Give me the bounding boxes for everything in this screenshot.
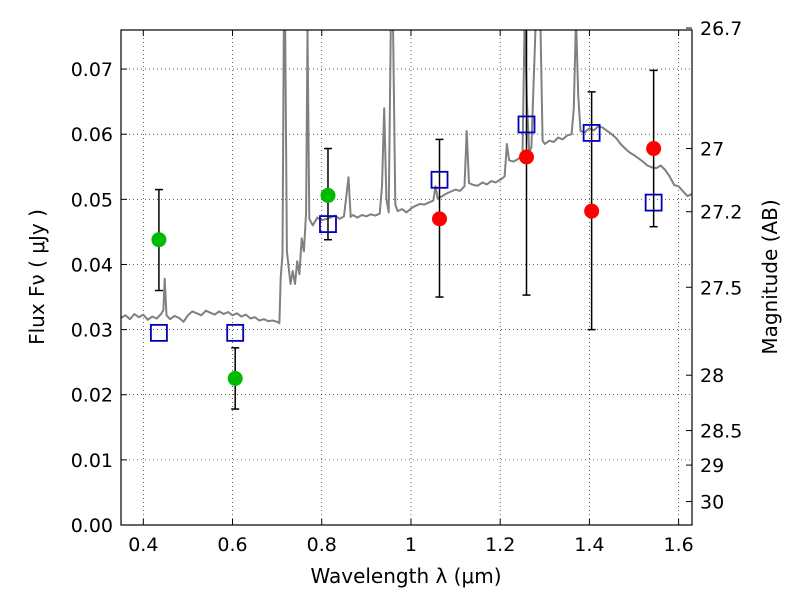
- x-tick-label: 0.4: [128, 534, 158, 556]
- model-spectrum-line: [121, 30, 692, 325]
- x-tick-label: 1.4: [574, 534, 604, 556]
- model-photometry-square: [226, 323, 245, 342]
- right-tick-label: 27.5: [700, 277, 742, 299]
- y-tick-label: 0.07: [71, 59, 113, 81]
- model-photometry-square: [582, 124, 601, 142]
- x-tick-label: 0.6: [217, 534, 247, 556]
- red-data-point: [432, 211, 448, 227]
- right-tick-label: 30: [700, 492, 724, 514]
- x-tick-label: 0.8: [307, 534, 337, 556]
- tick-labels: 0.4 0.6 0.8 1 1.2 1.4 1.6 0.00 0.01 0.02 0.03 0.04 0…: [71, 18, 743, 556]
- x-tick-label: 1.2: [485, 534, 515, 556]
- model-photometry-square: [319, 215, 337, 233]
- model-photometry-square: [150, 323, 168, 342]
- y-tick-label: 0.01: [71, 450, 113, 472]
- y-tick-label: 0.05: [71, 189, 113, 211]
- right-tick-label: 27: [700, 139, 724, 161]
- model-photometry-square: [517, 115, 536, 134]
- y-tick-label: 0.06: [71, 124, 113, 146]
- right-tick-label: 27.2: [700, 202, 742, 224]
- grid: [121, 30, 692, 526]
- y-tick-label: 0.00: [71, 515, 113, 537]
- plot-area: [121, 30, 692, 410]
- red-data-point: [646, 141, 662, 157]
- right-tick-label: 26.7: [700, 18, 742, 40]
- green-data-point: [227, 370, 243, 386]
- right-tick-label: 29: [700, 455, 724, 477]
- right-tick-label: 28: [700, 365, 724, 387]
- y-tick-label: 0.03: [71, 320, 113, 342]
- red-data-point: [584, 203, 600, 219]
- right-tick-label: 28.5: [700, 421, 742, 443]
- y-tick-label: 0.02: [71, 385, 113, 407]
- plot-frame: [120, 29, 693, 526]
- axis-ticks: [121, 27, 692, 526]
- x-tick-label: 1: [405, 534, 417, 556]
- green-data-point: [151, 232, 167, 248]
- y-axis-right-title: Magnitude (AB): [758, 199, 782, 354]
- red-data-point: [518, 149, 534, 165]
- y-axis-title: Flux Fν ( μJy ): [25, 209, 49, 345]
- model-photometry-square: [644, 193, 663, 212]
- green-data-point: [320, 187, 336, 203]
- x-tick-label: 1.6: [664, 534, 694, 556]
- model-photometry-square: [430, 170, 449, 189]
- x-axis-title: Wavelength λ (μm): [310, 564, 501, 588]
- y-tick-label: 0.04: [71, 254, 113, 276]
